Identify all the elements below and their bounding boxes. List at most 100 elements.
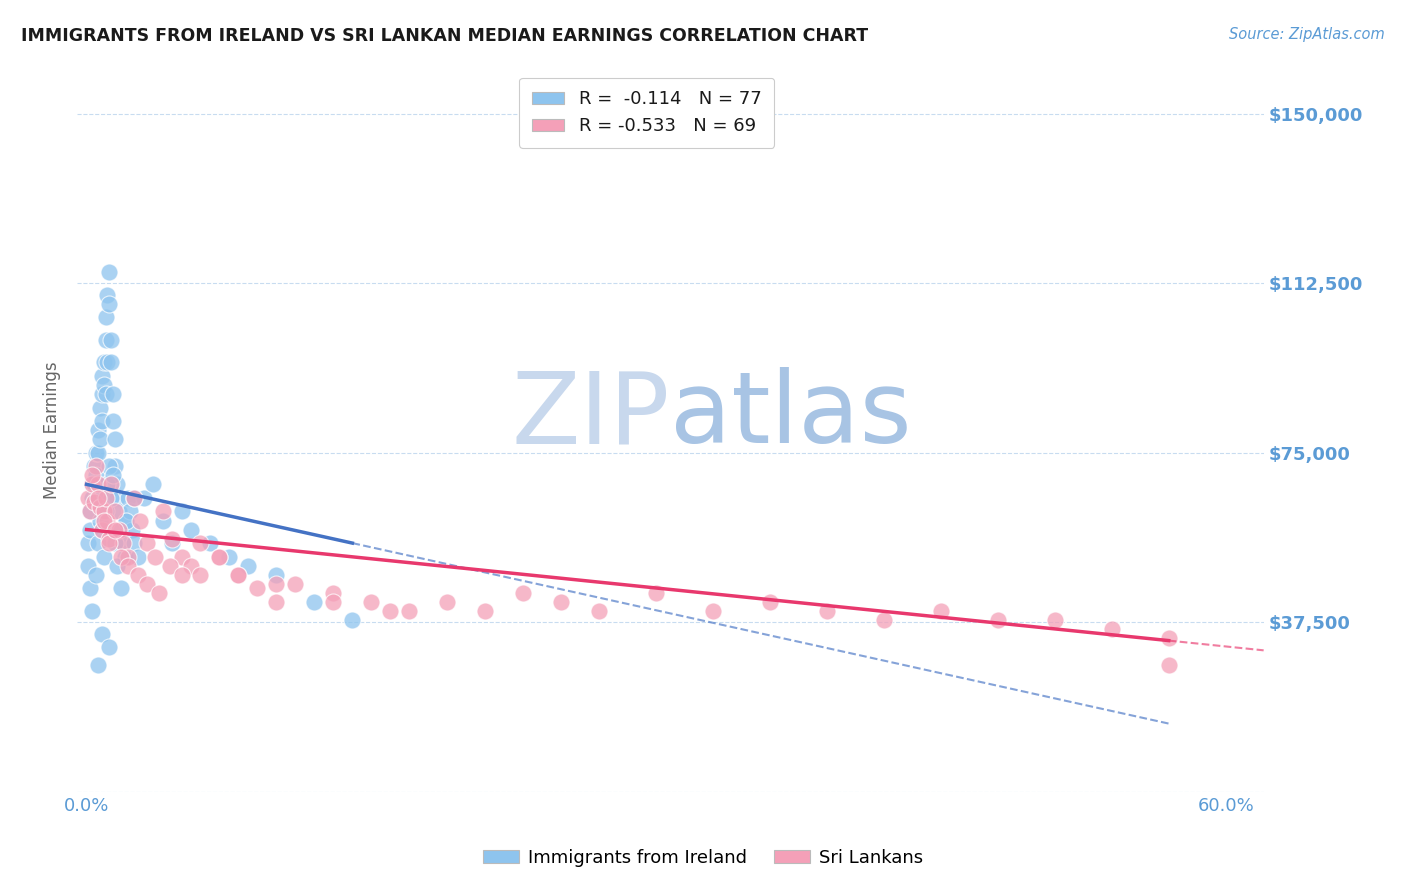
- Point: [136, 536, 159, 550]
- Point: [180, 558, 202, 573]
- Point: [84, 491, 107, 505]
- Point: [89, 432, 111, 446]
- Point: [98, 296, 121, 310]
- Point: [104, 432, 127, 446]
- Point: [83, 459, 105, 474]
- Point: [100, 333, 122, 347]
- Y-axis label: Median Earnings: Median Earnings: [44, 361, 60, 499]
- Point: [236, 558, 259, 573]
- Text: atlas: atlas: [671, 368, 912, 464]
- Point: [110, 582, 132, 596]
- Point: [127, 549, 149, 564]
- Point: [1157, 631, 1180, 645]
- Point: [873, 613, 896, 627]
- Point: [266, 576, 288, 591]
- Point: [1157, 658, 1180, 673]
- Point: [94, 491, 117, 505]
- Point: [82, 477, 104, 491]
- Point: [93, 355, 115, 369]
- Point: [90, 626, 112, 640]
- Point: [759, 595, 782, 609]
- Text: IMMIGRANTS FROM IRELAND VS SRI LANKAN MEDIAN EARNINGS CORRELATION CHART: IMMIGRANTS FROM IRELAND VS SRI LANKAN ME…: [21, 27, 869, 45]
- Point: [1101, 622, 1123, 636]
- Point: [436, 595, 458, 609]
- Point: [159, 558, 181, 573]
- Point: [398, 604, 420, 618]
- Point: [121, 523, 143, 537]
- Point: [100, 491, 122, 505]
- Point: [645, 586, 668, 600]
- Point: [115, 514, 138, 528]
- Point: [246, 582, 269, 596]
- Point: [198, 536, 221, 550]
- Legend: R =  -0.114   N = 77, R = -0.533   N = 69: R = -0.114 N = 77, R = -0.533 N = 69: [519, 78, 775, 148]
- Point: [87, 446, 110, 460]
- Point: [87, 536, 110, 550]
- Point: [96, 477, 118, 491]
- Point: [87, 491, 110, 505]
- Point: [104, 504, 127, 518]
- Point: [110, 549, 132, 564]
- Point: [77, 491, 100, 505]
- Point: [111, 536, 134, 550]
- Point: [929, 604, 952, 618]
- Point: [98, 640, 121, 654]
- Point: [101, 414, 124, 428]
- Point: [98, 265, 121, 279]
- Point: [120, 504, 142, 518]
- Point: [79, 504, 101, 518]
- Point: [228, 567, 250, 582]
- Point: [190, 536, 212, 550]
- Point: [152, 504, 174, 518]
- Point: [266, 595, 288, 609]
- Point: [101, 468, 124, 483]
- Point: [82, 491, 104, 505]
- Point: [89, 500, 111, 514]
- Point: [90, 414, 112, 428]
- Point: [360, 595, 382, 609]
- Point: [208, 549, 231, 564]
- Point: [142, 477, 165, 491]
- Point: [82, 604, 104, 618]
- Point: [98, 459, 121, 474]
- Text: Source: ZipAtlas.com: Source: ZipAtlas.com: [1229, 27, 1385, 42]
- Point: [84, 468, 107, 483]
- Point: [105, 491, 128, 505]
- Point: [79, 523, 101, 537]
- Point: [89, 401, 111, 415]
- Point: [90, 523, 112, 537]
- Point: [94, 504, 117, 518]
- Point: [87, 477, 110, 491]
- Point: [108, 504, 131, 518]
- Point: [208, 549, 231, 564]
- Point: [87, 658, 110, 673]
- Point: [96, 355, 118, 369]
- Point: [98, 536, 121, 550]
- Point: [82, 477, 104, 491]
- Point: [160, 536, 183, 550]
- Point: [104, 536, 127, 550]
- Point: [96, 514, 118, 528]
- Point: [128, 514, 150, 528]
- Point: [111, 536, 134, 550]
- Point: [94, 387, 117, 401]
- Point: [84, 446, 107, 460]
- Point: [304, 595, 326, 609]
- Point: [100, 477, 122, 491]
- Point: [815, 604, 838, 618]
- Point: [117, 549, 139, 564]
- Point: [170, 549, 193, 564]
- Point: [101, 387, 124, 401]
- Point: [115, 514, 138, 528]
- Point: [132, 491, 155, 505]
- Legend: Immigrants from Ireland, Sri Lankans: Immigrants from Ireland, Sri Lankans: [475, 842, 931, 874]
- Point: [987, 613, 1010, 627]
- Point: [93, 514, 115, 528]
- Point: [148, 586, 170, 600]
- Point: [117, 491, 139, 505]
- Point: [96, 287, 118, 301]
- Point: [84, 567, 107, 582]
- Point: [84, 459, 107, 474]
- Text: ZIP: ZIP: [512, 368, 671, 464]
- Point: [322, 586, 344, 600]
